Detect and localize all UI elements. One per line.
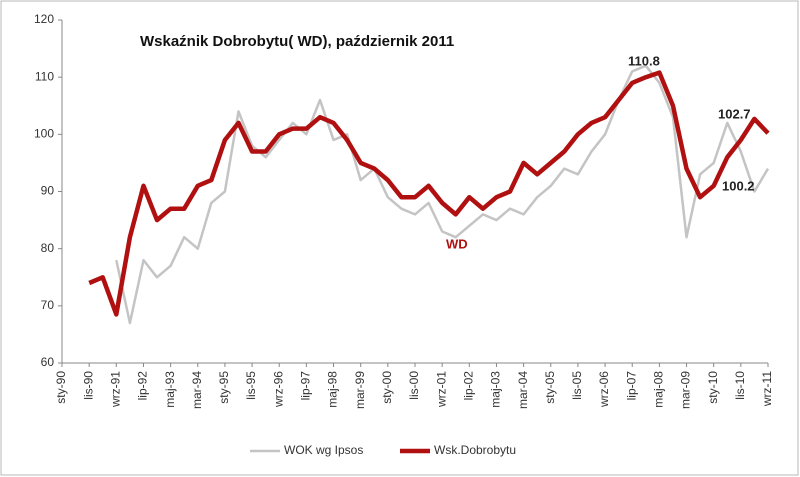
- x-tick-label: lis-90: [81, 371, 95, 400]
- x-tick-label: lis-10: [733, 371, 747, 400]
- annotation: 110.8: [628, 53, 660, 68]
- y-tick-label: 70: [41, 298, 55, 312]
- y-tick-label: 60: [41, 355, 55, 369]
- y-tick-label: 110: [35, 69, 54, 83]
- legend-label: Wsk.Dobrobytu: [434, 443, 516, 457]
- x-tick-label: lip-02: [461, 371, 475, 401]
- x-tick-label: lis-00: [407, 371, 421, 400]
- x-tick-label: mar-09: [679, 371, 693, 409]
- line-series: [115, 64, 770, 325]
- x-tick-label: mar-94: [190, 371, 204, 409]
- x-tick-label: wrz-11: [760, 371, 774, 407]
- line-series: [88, 70, 770, 317]
- x-tick-label: sty-10: [706, 371, 720, 404]
- y-tick-label: 120: [34, 12, 54, 26]
- x-tick-label: wrz-06: [597, 371, 611, 408]
- x-tick-label: wrz-91: [108, 371, 122, 408]
- x-tick-label: maj-93: [163, 371, 177, 408]
- annotation: 100.2: [722, 178, 755, 193]
- x-tick-label: sty-95: [217, 371, 231, 404]
- x-tick-label: maj-98: [326, 371, 340, 408]
- x-tick-label: mar-04: [516, 371, 530, 409]
- y-tick-label: 80: [41, 241, 55, 255]
- x-tick-label: maj-03: [489, 371, 503, 408]
- x-tick-label: sty-90: [54, 371, 68, 404]
- x-tick-label: lis-95: [244, 371, 258, 400]
- chart-title: Wskaźnik Dobrobytu( WD), październik 201…: [140, 33, 454, 50]
- x-tick-label: lis-05: [570, 371, 584, 400]
- x-tick-label: lip-97: [299, 371, 313, 401]
- legend-label: WOK wg Ipsos: [284, 443, 363, 457]
- x-tick-label: maj-08: [652, 371, 666, 408]
- x-tick-label: lip-92: [136, 371, 150, 401]
- x-tick-label: mar-99: [353, 371, 367, 409]
- x-tick-label: sty-05: [543, 371, 557, 404]
- y-tick-label: 90: [41, 184, 55, 198]
- annotation: WD: [446, 236, 468, 251]
- y-tick-label: 100: [34, 127, 54, 141]
- x-tick-label: sty-00: [380, 371, 394, 404]
- x-tick-label: wrz-01: [434, 371, 448, 408]
- annotation: 102.7: [718, 106, 751, 121]
- x-tick-label: wrz-96: [271, 371, 285, 408]
- x-tick-label: lip-07: [624, 371, 638, 401]
